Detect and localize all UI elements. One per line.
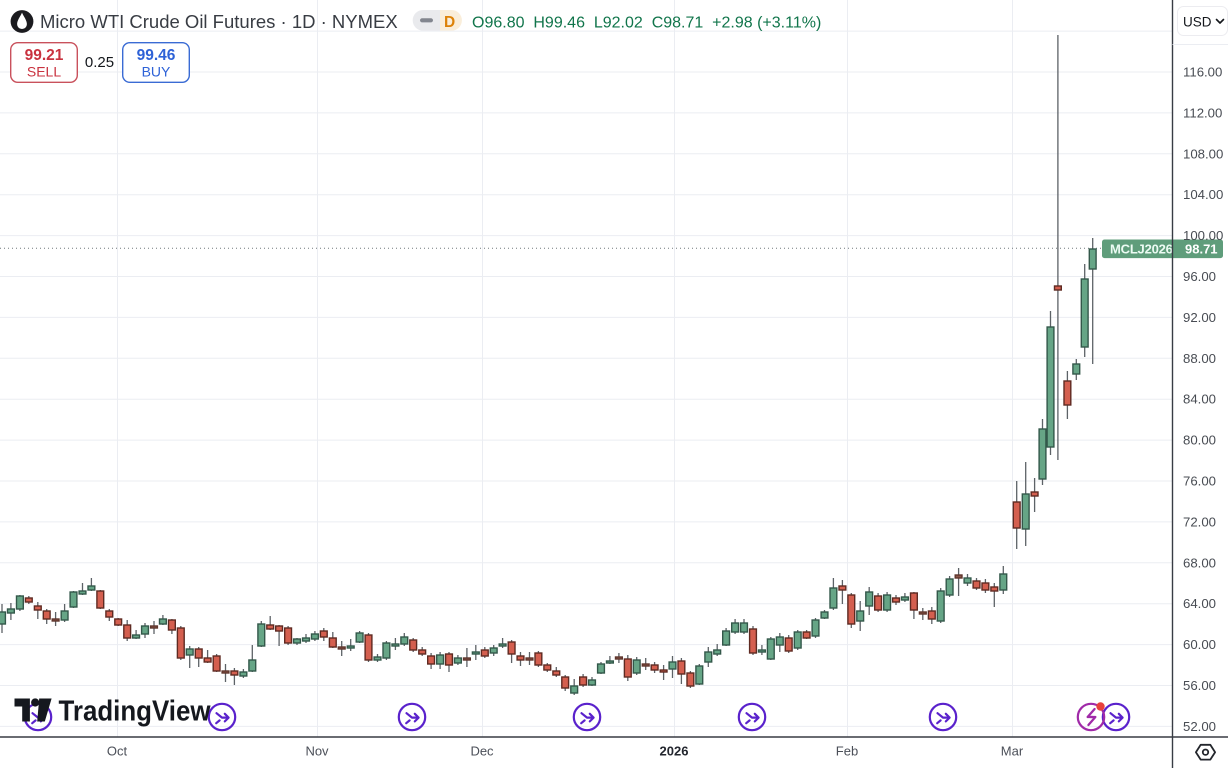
svg-text:92.00: 92.00 (1183, 310, 1216, 325)
svg-text:99.46: 99.46 (137, 47, 176, 64)
svg-text:Feb: Feb (836, 744, 858, 759)
svg-text:56.00: 56.00 (1183, 678, 1216, 693)
svg-text:D: D (444, 14, 455, 31)
svg-text:98.71: 98.71 (1185, 241, 1218, 256)
svg-text:Mar: Mar (1001, 744, 1024, 759)
svg-text:SELL: SELL (27, 64, 61, 80)
svg-text:O96.80 H99.46 L92.02 C98.71: O96.80 H99.46 L92.02 C98.71 +2.98 (+3.11… (472, 15, 821, 32)
svg-text:TradingView: TradingView (59, 696, 211, 728)
svg-text:BUY: BUY (142, 64, 171, 80)
svg-text:Oct: Oct (107, 744, 128, 759)
svg-text:84.00: 84.00 (1183, 392, 1216, 407)
svg-text:0.25: 0.25 (85, 54, 114, 71)
svg-text:96.00: 96.00 (1183, 269, 1216, 284)
svg-text:USD: USD (1183, 15, 1212, 30)
svg-text:60.00: 60.00 (1183, 637, 1216, 652)
svg-text:112.00: 112.00 (1183, 105, 1222, 120)
svg-text:100.00: 100.00 (1183, 228, 1223, 243)
svg-text:108.00: 108.00 (1183, 146, 1223, 161)
svg-text:76.00: 76.00 (1183, 474, 1216, 489)
svg-text:64.00: 64.00 (1183, 596, 1216, 611)
svg-text:116.00: 116.00 (1183, 65, 1222, 80)
svg-text:104.00: 104.00 (1183, 187, 1223, 202)
svg-text:68.00: 68.00 (1183, 555, 1216, 570)
svg-text:MCLJ2026: MCLJ2026 (1110, 241, 1173, 256)
svg-text:72.00: 72.00 (1183, 514, 1216, 529)
svg-text:Micro WTI Crude Oil Futures ·: Micro WTI Crude Oil Futures · 1D · NYMEX (40, 11, 398, 32)
svg-text:88.00: 88.00 (1183, 351, 1216, 366)
svg-text:2026: 2026 (660, 744, 689, 759)
svg-text:80.00: 80.00 (1183, 433, 1216, 448)
svg-text:99.21: 99.21 (25, 47, 64, 64)
svg-text:Nov: Nov (305, 744, 329, 759)
svg-text:52.00: 52.00 (1183, 719, 1216, 734)
svg-text:Dec: Dec (470, 744, 494, 759)
